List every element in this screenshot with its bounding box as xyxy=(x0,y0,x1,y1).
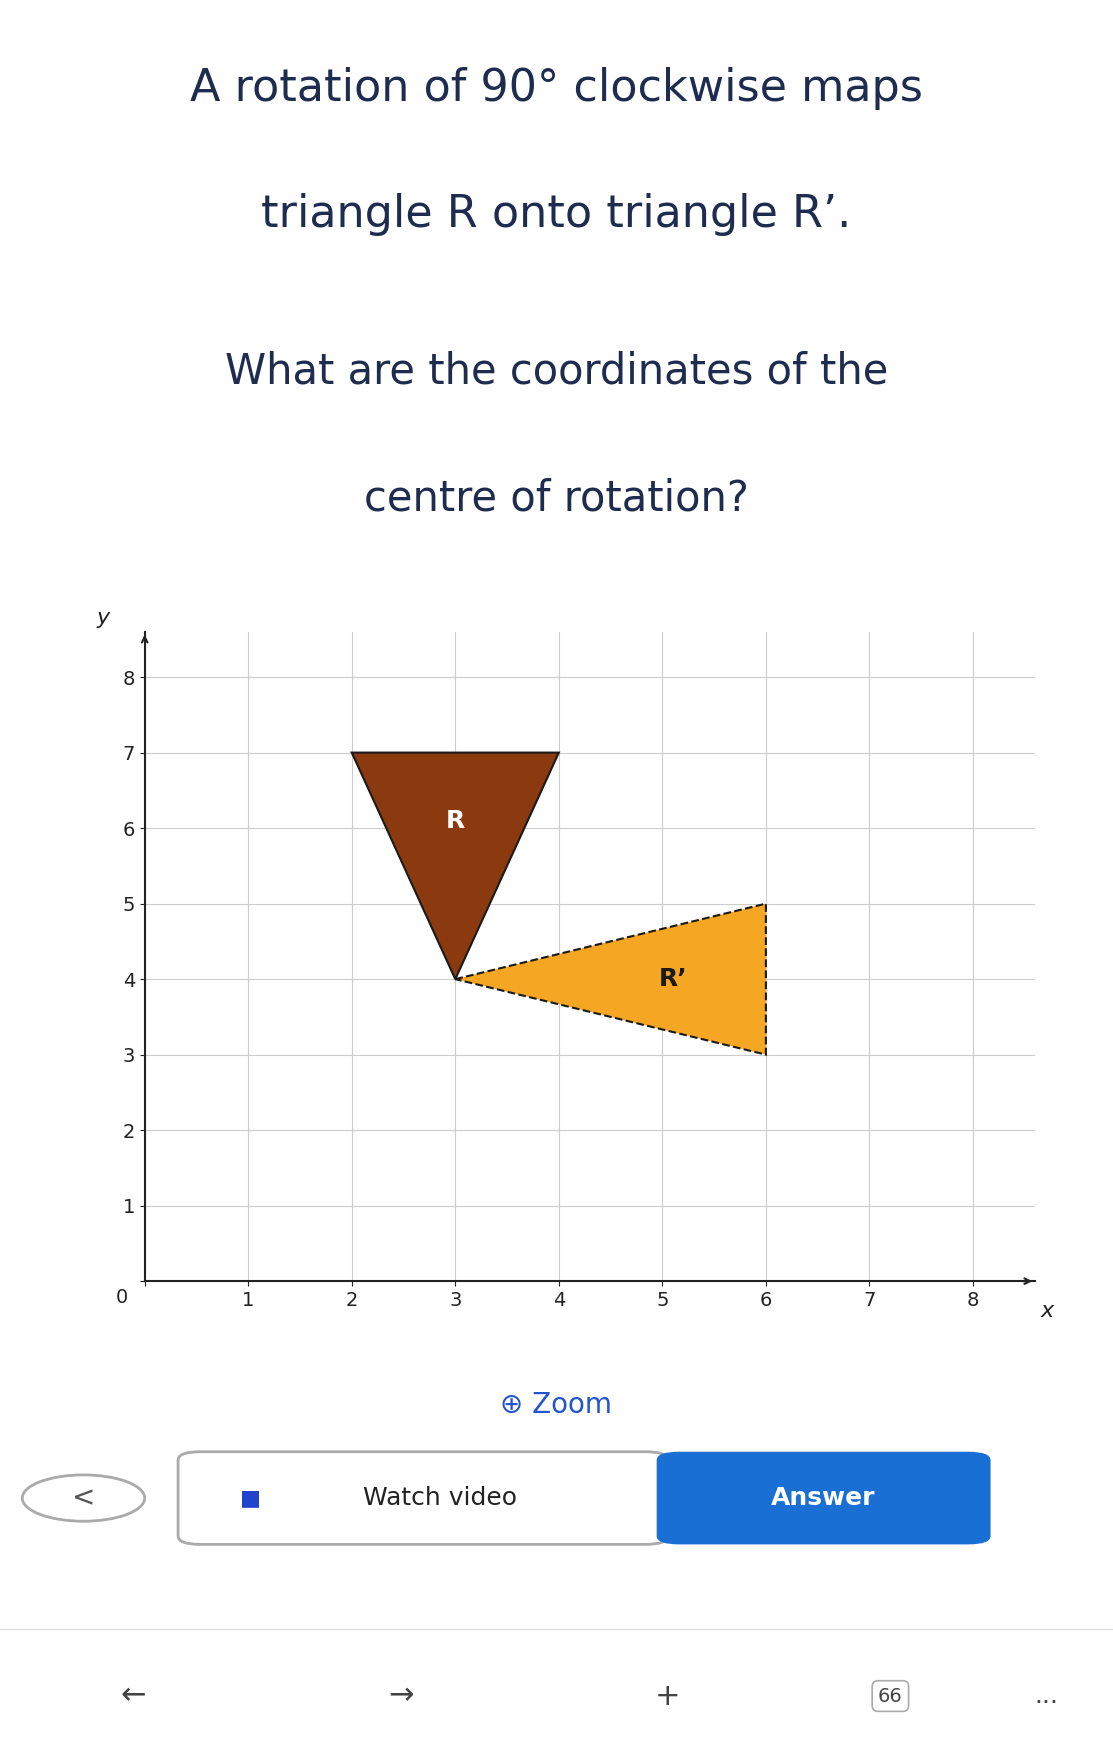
Text: triangle R onto triangle R’.: triangle R onto triangle R’. xyxy=(262,193,851,237)
Text: Watch video: Watch video xyxy=(363,1486,516,1509)
Text: ⊕ Zoom: ⊕ Zoom xyxy=(501,1392,612,1420)
Text: 0: 0 xyxy=(116,1288,128,1307)
Text: <: < xyxy=(71,1485,96,1513)
Text: y: y xyxy=(97,607,110,628)
Text: R’: R’ xyxy=(659,967,687,992)
Text: x: x xyxy=(1041,1302,1053,1322)
Text: centre of rotation?: centre of rotation? xyxy=(364,477,749,519)
Text: →: → xyxy=(388,1681,413,1711)
Text: What are the coordinates of the: What are the coordinates of the xyxy=(225,351,888,393)
FancyBboxPatch shape xyxy=(657,1451,991,1544)
Text: 66: 66 xyxy=(878,1687,903,1706)
Text: A rotation of 90° clockwise maps: A rotation of 90° clockwise maps xyxy=(190,67,923,111)
Text: Answer: Answer xyxy=(771,1486,876,1509)
Circle shape xyxy=(22,1474,145,1522)
Text: ■: ■ xyxy=(240,1488,260,1508)
Text: ...: ... xyxy=(1034,1685,1058,1708)
Text: ←: ← xyxy=(121,1681,146,1711)
Polygon shape xyxy=(352,753,559,979)
Text: R: R xyxy=(445,809,465,832)
FancyBboxPatch shape xyxy=(178,1451,668,1544)
Polygon shape xyxy=(455,904,766,1055)
Text: +: + xyxy=(654,1681,681,1711)
